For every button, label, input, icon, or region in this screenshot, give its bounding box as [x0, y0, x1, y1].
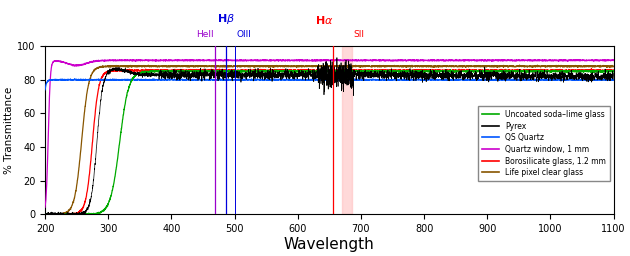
Text: OIII: OIII — [236, 30, 251, 39]
Text: HeII: HeII — [196, 30, 214, 39]
Y-axis label: % Transmittance: % Transmittance — [4, 87, 14, 174]
Text: H$\beta$: H$\beta$ — [217, 12, 235, 26]
X-axis label: Wavelength: Wavelength — [284, 237, 375, 252]
Bar — [341, 46, 352, 214]
Text: SII: SII — [353, 30, 364, 39]
Legend: Uncoated soda–lime glass, Pyrex, QS Quartz, Quartz window, 1 mm, Borosilicate gl: Uncoated soda–lime glass, Pyrex, QS Quar… — [478, 106, 610, 181]
Text: H$\alpha$: H$\alpha$ — [315, 14, 333, 26]
